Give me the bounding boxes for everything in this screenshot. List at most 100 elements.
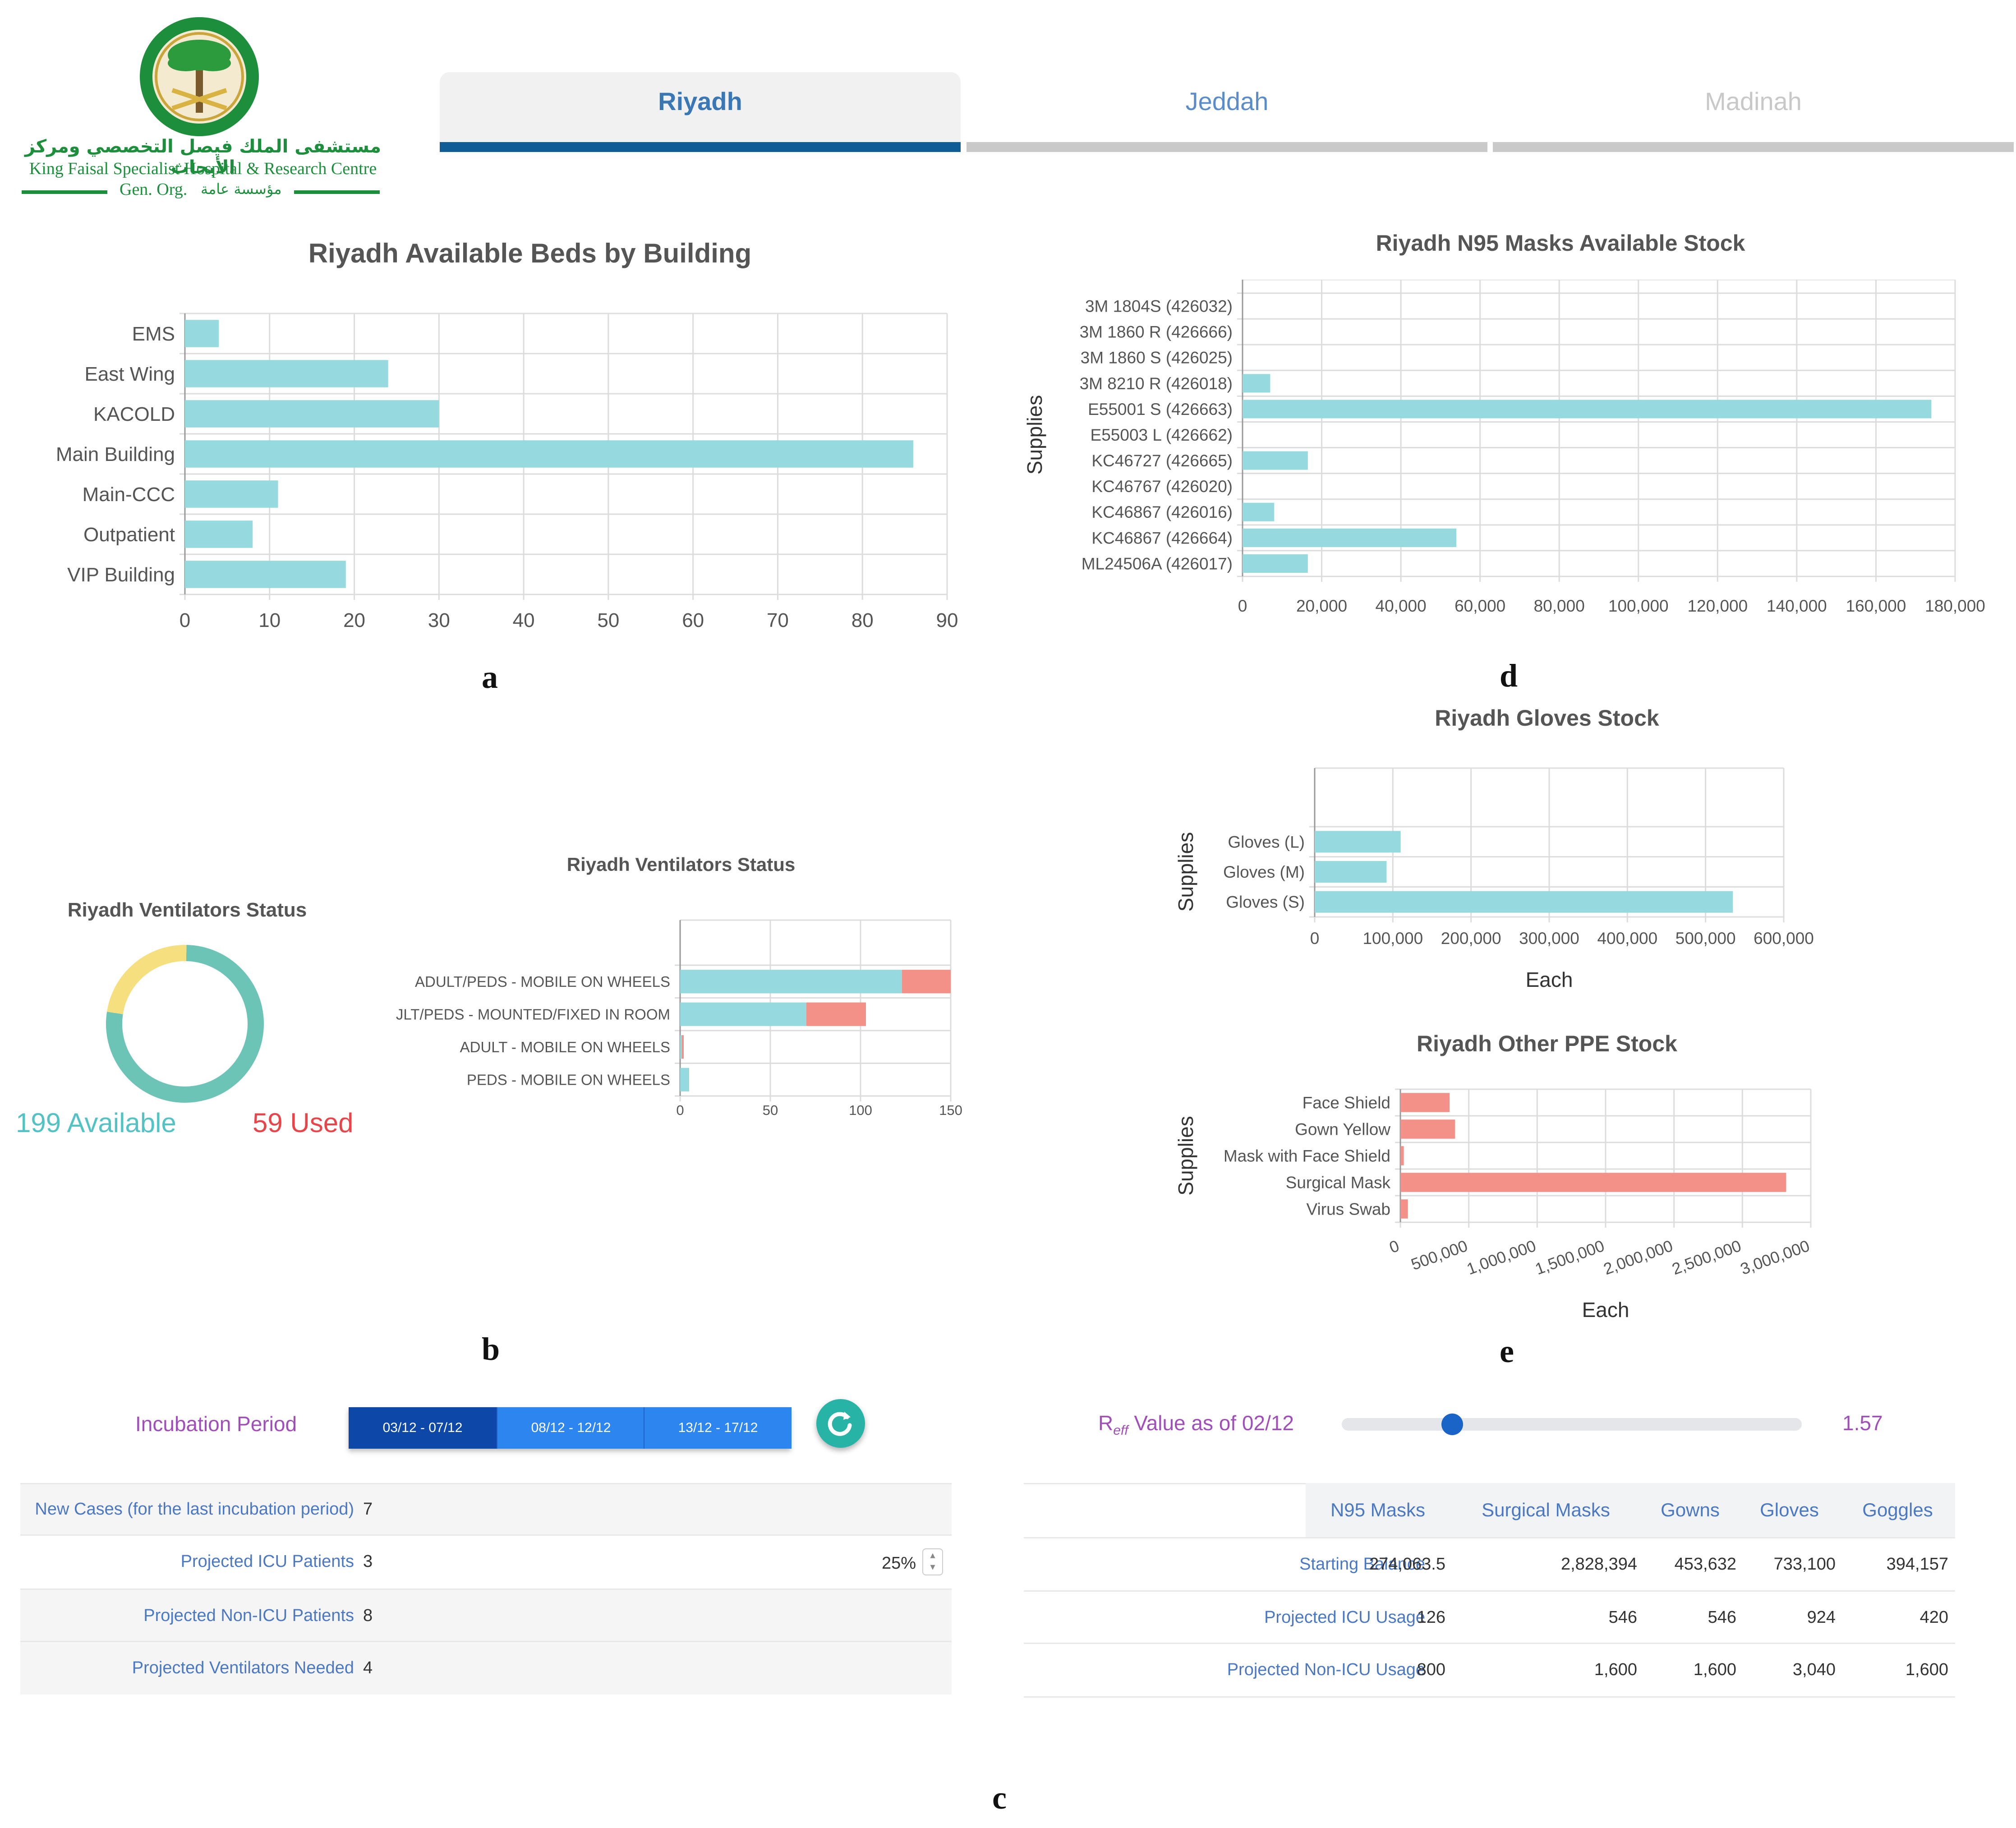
bar bbox=[1400, 1146, 1404, 1165]
reff-sub: eff bbox=[1113, 1423, 1128, 1438]
x-tick-label: 10 bbox=[258, 609, 281, 631]
x-tick-label: 1,500,000 bbox=[1533, 1236, 1607, 1278]
category-label: Face Shield bbox=[1303, 1093, 1390, 1112]
cell-value: 2,828,394 bbox=[1560, 1555, 1637, 1574]
vent-bar-chart: 0 50 100 150 ADULT/PEDS - MOBILE ON WHEELS JL… bbox=[396, 919, 962, 1118]
category-label: KC46767 (426020) bbox=[1091, 477, 1233, 496]
row-value-ventilators-needed: 4 bbox=[363, 1658, 373, 1677]
bar-used bbox=[806, 1002, 866, 1026]
bar bbox=[1243, 400, 1932, 419]
stepper-icon[interactable]: ▴ ▾ bbox=[922, 1548, 943, 1575]
x-axis-title: Each bbox=[1582, 1298, 1629, 1322]
gloves-chart-title: Riyadh Gloves Stock bbox=[1435, 705, 1659, 731]
y-axis-title: Supplies bbox=[1174, 832, 1197, 912]
category-label: East Wing bbox=[84, 363, 175, 385]
bar bbox=[1243, 451, 1308, 470]
y-axis-title: Supplies bbox=[1023, 395, 1046, 474]
category-label: PEDS - MOBILE ON WHEELS bbox=[467, 1071, 670, 1088]
row-label-icu-usage: Projected ICU Usage bbox=[1264, 1608, 1425, 1627]
category-label: KC46867 (426016) bbox=[1091, 503, 1233, 521]
period-option-1[interactable]: 03/12 - 07/12 bbox=[349, 1407, 497, 1449]
reff-r: R bbox=[1098, 1411, 1114, 1435]
tab-jeddah[interactable]: Jeddah bbox=[967, 72, 1487, 152]
row-label-nonicu-usage: Projected Non-ICU Usage bbox=[1227, 1660, 1425, 1679]
bar bbox=[185, 440, 913, 468]
row-value-new-cases: 7 bbox=[363, 1500, 373, 1519]
category-label: KC46867 (426664) bbox=[1091, 529, 1233, 547]
category-label: ML24506A (426017) bbox=[1082, 554, 1233, 573]
cell-value: 126 bbox=[1417, 1608, 1445, 1627]
category-label: Main Building bbox=[56, 443, 175, 465]
tab-riyadh[interactable]: Riyadh bbox=[440, 72, 961, 152]
x-tick-label: 500,000 bbox=[1408, 1236, 1470, 1274]
x-tick-label: 90 bbox=[936, 609, 958, 631]
row-label-starting-balance: Starting Balance bbox=[1299, 1555, 1425, 1574]
bar bbox=[1315, 891, 1733, 913]
category-label: KC46727 (426665) bbox=[1091, 451, 1233, 470]
bar bbox=[1243, 374, 1270, 393]
reff-slider[interactable] bbox=[1342, 1414, 1802, 1435]
vent-donut-title: Riyadh Ventilators Status bbox=[67, 899, 307, 921]
cell-value: 394,157 bbox=[1886, 1555, 1948, 1574]
x-tick-label: 50 bbox=[763, 1102, 778, 1118]
bar bbox=[1315, 831, 1401, 853]
table-row: Starting Balance 274,063.5 2,828,394 453… bbox=[1024, 1537, 1955, 1592]
table-row: Projected ICU Usage 126 546 546 924 420 bbox=[1024, 1590, 1955, 1644]
donut-slice-used bbox=[107, 945, 187, 1015]
bar-used bbox=[902, 970, 951, 994]
x-tick-label: 40 bbox=[513, 609, 535, 631]
x-axis-title: Each bbox=[1526, 968, 1573, 991]
cell-value: 1,600 bbox=[1693, 1660, 1736, 1679]
category-label: ADULT/PEDS - MOBILE ON WHEELS bbox=[415, 973, 670, 990]
bar-available bbox=[680, 1068, 689, 1091]
n95-chart: 0 20,000 40,000 60,000 80,000 100,000 120,000 1… bbox=[1023, 280, 1985, 615]
bar bbox=[185, 480, 278, 508]
table-row: New Cases (for the last incubation perio… bbox=[20, 1483, 952, 1536]
x-tick-label: 60,000 bbox=[1454, 597, 1505, 615]
table-row: Projected Ventilators Needed 4 bbox=[20, 1641, 952, 1694]
refresh-button[interactable] bbox=[816, 1399, 865, 1448]
period-option-3[interactable]: 13/12 - 17/12 bbox=[644, 1407, 792, 1449]
header-cell-gloves: Gloves bbox=[1739, 1483, 1840, 1537]
x-tick-label: 2,500,000 bbox=[1670, 1236, 1744, 1278]
cell-value: 1,600 bbox=[1594, 1660, 1637, 1679]
icu-percent-input[interactable]: 25% bbox=[882, 1554, 916, 1573]
tab-madinah[interactable]: Madinah bbox=[1493, 72, 2014, 152]
ppe-chart-title: Riyadh Other PPE Stock bbox=[1417, 1031, 1677, 1056]
bar-available bbox=[680, 1035, 682, 1059]
cell-value: 733,100 bbox=[1773, 1555, 1836, 1574]
bar bbox=[1400, 1093, 1450, 1112]
x-tick-label: 3,000,000 bbox=[1738, 1236, 1812, 1278]
logo-divider-right bbox=[294, 190, 380, 194]
x-tick-label: 0 bbox=[1310, 929, 1320, 948]
x-tick-label: 50 bbox=[597, 609, 619, 631]
row-value-nonicu-patients: 8 bbox=[363, 1606, 373, 1625]
ppe-chart: 0 500,0001,000,0001,500,0002,000,0002,500… bbox=[1174, 1088, 1812, 1322]
reff-slider-handle[interactable] bbox=[1441, 1414, 1463, 1435]
figure-label-d: d bbox=[1500, 658, 1518, 694]
incubation-period-label: Incubation Period bbox=[135, 1412, 297, 1436]
reff-value: 1.57 bbox=[1842, 1411, 1883, 1435]
x-tick-label: 0 bbox=[1387, 1236, 1402, 1257]
category-label: Gown Yellow bbox=[1295, 1120, 1390, 1138]
category-label: 3M 1804S (426032) bbox=[1085, 297, 1233, 315]
row-label-nonicu-patients: Projected Non-ICU Patients bbox=[143, 1606, 354, 1625]
bar bbox=[1243, 502, 1275, 521]
figure-label-c: c bbox=[992, 1780, 1007, 1816]
category-label: KACOLD bbox=[93, 403, 175, 425]
x-tick-label: 80,000 bbox=[1534, 597, 1585, 615]
category-label: Main-CCC bbox=[83, 483, 175, 506]
figure-label-b: b bbox=[482, 1331, 500, 1367]
cell-value: 3,040 bbox=[1792, 1660, 1836, 1679]
period-option-2[interactable]: 08/12 - 12/12 bbox=[497, 1407, 644, 1449]
bar bbox=[1400, 1119, 1455, 1139]
header-cell-n95: N95 Masks bbox=[1306, 1483, 1450, 1537]
bar bbox=[185, 520, 253, 548]
n95-chart-title: Riyadh N95 Masks Available Stock bbox=[1376, 230, 1745, 256]
bar-available bbox=[680, 1002, 806, 1026]
bar bbox=[1400, 1173, 1786, 1192]
category-label: EMS bbox=[132, 323, 175, 345]
row-value-icu-patients: 3 bbox=[363, 1552, 373, 1571]
x-tick-label: 160,000 bbox=[1846, 597, 1906, 615]
category-label: 3M 1860 S (426025) bbox=[1081, 349, 1233, 367]
